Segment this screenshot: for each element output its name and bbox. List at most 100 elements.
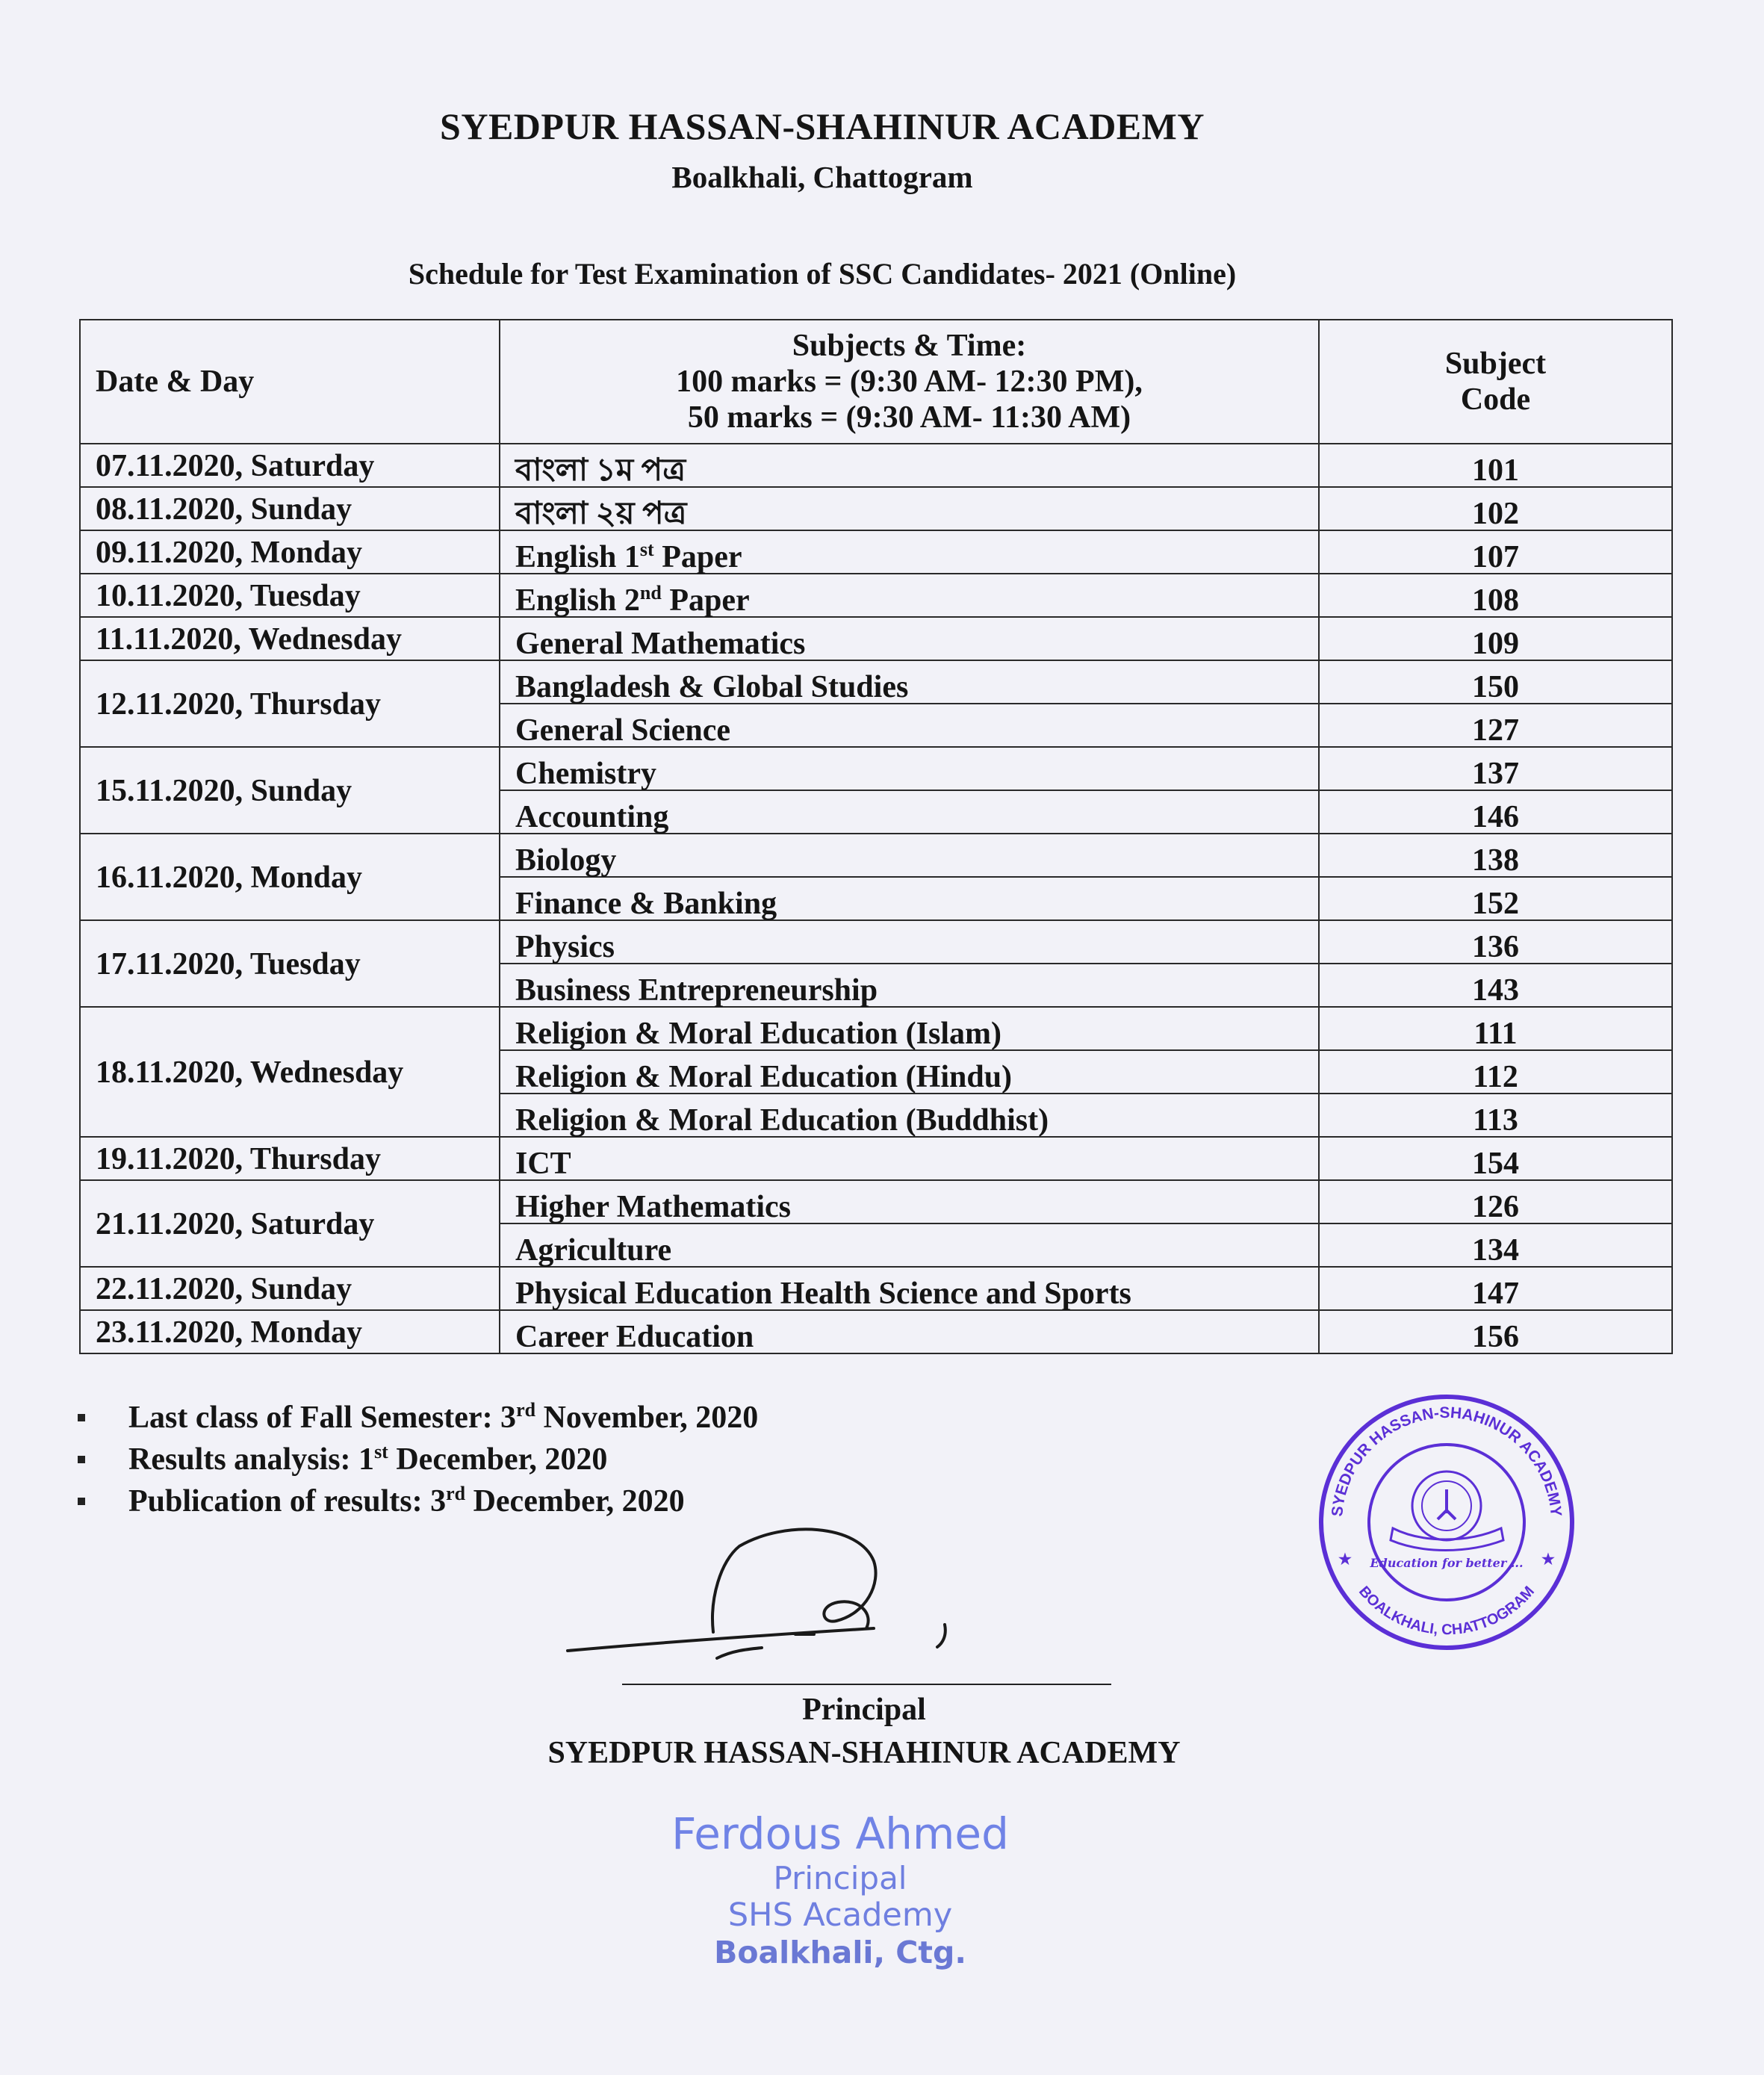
subject-code-cell: 107	[1318, 530, 1673, 574]
subject-name: বাংলা ১ম পত্র	[515, 453, 686, 488]
subject-code-cell: 147	[1318, 1266, 1673, 1311]
table-row: 19.11.2020, Thursday ICT 154	[79, 1136, 1673, 1181]
subject-cell: English 2nd Paper	[499, 573, 1320, 618]
torch-icon	[1436, 1489, 1457, 1521]
bullet-icon	[78, 1498, 85, 1505]
note-item: Last class of Fall Semester: 3rd Novembe…	[78, 1397, 758, 1439]
subject-code-cell: 127	[1318, 703, 1673, 748]
table-row: Religion & Moral Education (Hindu) 112	[80, 1049, 1673, 1094]
document-subtitle: Boalkhali, Chattogram	[671, 160, 973, 194]
header-line: Subject	[1444, 346, 1547, 381]
subject-name: Physical Education Health Science and Sp…	[515, 1277, 1131, 1311]
date-cell: 11.11.2020, Wednesday	[79, 616, 500, 661]
subject-cell: Religion & Moral Education (Hindu)	[499, 1049, 1320, 1094]
subject-name: Accounting	[515, 800, 669, 834]
subject-name: Business Entrepreneurship	[515, 973, 878, 1008]
subject-code-cell: 152	[1318, 876, 1673, 921]
document-title: SYEDPUR HASSAN-SHAHINUR ACADEMY	[440, 105, 1205, 147]
subject-code-cell: 134	[1318, 1223, 1673, 1268]
principal-signature	[566, 1527, 947, 1660]
date-cell: 21.11.2020, Saturday	[79, 1179, 500, 1268]
date-cell: 12.11.2020, Thursday	[79, 660, 500, 748]
note-text-after: November, 2020	[535, 1401, 759, 1435]
subject-cell: Career Education	[499, 1309, 1320, 1354]
name-stamp-role: Principal	[773, 1860, 907, 1896]
table-body: 07.11.2020, Saturday বাংলা ১ম পত্র 101 08.1…	[79, 443, 1673, 1354]
subject-name: English 2	[515, 583, 640, 618]
subject-cell: ICT	[499, 1136, 1320, 1181]
table-row: 12.11.2020, Thursday Bangladesh & Global …	[79, 660, 1673, 748]
academy-seal: SYEDPUR HASSAN-SHAHINUR ACADEMY BOALKHAL…	[1319, 1395, 1574, 1650]
subject-code-cell: 102	[1318, 486, 1673, 531]
subject-name-suffix: Paper	[653, 540, 742, 574]
subject-code-cell: 136	[1318, 919, 1673, 964]
subject-code-cell: 101	[1318, 443, 1673, 488]
notes-list: Last class of Fall Semester: 3rd Novembe…	[78, 1397, 758, 1522]
header-line: 50 marks = (9:30 AM- 11:30 AM)	[687, 400, 1131, 435]
note-superscript: st	[374, 1441, 388, 1463]
signature-line	[622, 1684, 1111, 1685]
note-superscript: rd	[516, 1399, 536, 1421]
header-subject-code: Subject Code	[1318, 319, 1673, 444]
bullet-icon	[78, 1456, 85, 1463]
header-date-day: Date & Day	[79, 319, 500, 444]
table-header-row: Date & Day Subjects & Time: 100 marks = …	[79, 319, 1673, 444]
table-row: 07.11.2020, Saturday বাংলা ১ম পত্র 101	[79, 443, 1673, 488]
table-row: 21.11.2020, Saturday Higher Mathematics 12…	[79, 1179, 1673, 1268]
table-row: General Science 127	[80, 703, 1673, 748]
note-text-before: Last class of Fall Semester: 3	[128, 1401, 517, 1435]
subject-name-suffix: Paper	[661, 583, 750, 618]
seal-inner-text: Education for better ...	[1369, 1556, 1523, 1570]
subject-cell: Accounting	[499, 790, 1320, 834]
table-row: Accounting 146	[80, 790, 1673, 834]
star-icon: ★	[1541, 1551, 1555, 1568]
bullet-icon	[78, 1414, 85, 1421]
subject-cell: বাংলা ২য় পত্র	[499, 486, 1320, 531]
date-cell: 15.11.2020, Sunday	[79, 746, 500, 834]
table-row: 09.11.2020, Monday English 1st Paper 107	[79, 530, 1673, 574]
note-text: Last class of Fall Semester: 3rd Novembe…	[128, 1400, 758, 1436]
subject-code-cell: 112	[1318, 1049, 1673, 1094]
subject-code-cell: 150	[1318, 660, 1673, 704]
date-cell: 17.11.2020, Tuesday	[79, 919, 500, 1008]
subject-code-cell: 154	[1318, 1136, 1673, 1181]
subject-name: Bangladesh & Global Studies	[515, 670, 909, 704]
subject-name: Physics	[515, 930, 615, 964]
note-superscript: rd	[446, 1483, 466, 1504]
table-row: Religion & Moral Education (Buddhist) 113	[80, 1093, 1673, 1138]
subject-name: Finance & Banking	[515, 887, 777, 921]
subject-name: Career Education	[515, 1320, 754, 1354]
subject-code-cell: 146	[1318, 790, 1673, 834]
subject-cell: Bangladesh & Global Studies	[499, 660, 1320, 704]
signature-role: Principal	[802, 1693, 926, 1727]
subject-name: Religion & Moral Education (Islam)	[515, 1017, 1001, 1051]
subject-code-cell: 108	[1318, 573, 1673, 618]
subject-code-cell: 111	[1318, 1006, 1673, 1051]
subject-name: Biology	[515, 843, 617, 878]
subject-code-cell: 138	[1318, 833, 1673, 878]
table-row: Agriculture 134	[80, 1223, 1673, 1268]
note-text: Results analysis: 1st December, 2020	[128, 1442, 607, 1477]
note-item: Publication of results: 3rd December, 20…	[78, 1480, 758, 1522]
star-icon: ★	[1338, 1551, 1352, 1568]
subject-name: General Science	[515, 713, 731, 748]
subject-name: Higher Mathematics	[515, 1190, 791, 1224]
schedule-table: Date & Day Subjects & Time: 100 marks = …	[79, 319, 1673, 1354]
subject-cell: General Science	[499, 703, 1320, 748]
name-stamp-org: SHS Academy	[727, 1896, 953, 1934]
table-row: 11.11.2020, Wednesday General Mathematics…	[79, 616, 1673, 661]
schedule-heading: Schedule for Test Examination of SSC Can…	[408, 257, 1237, 291]
subject-code-cell: 137	[1318, 746, 1673, 791]
note-text-before: Results analysis: 1	[128, 1442, 375, 1477]
subject-code-cell: 109	[1318, 616, 1673, 661]
subject-name: Religion & Moral Education (Buddhist)	[515, 1103, 1049, 1138]
date-cell: 10.11.2020, Tuesday	[79, 573, 500, 618]
subject-name: Religion & Moral Education (Hindu)	[515, 1060, 1013, 1094]
table-row: Finance & Banking 152	[80, 876, 1673, 921]
note-text-before: Publication of results: 3	[128, 1484, 447, 1519]
name-stamp-place: Boalkhali, Ctg.	[714, 1935, 966, 1970]
subject-cell: Finance & Banking	[499, 876, 1320, 921]
table-row: 10.11.2020, Tuesday English 2nd Paper 108	[79, 573, 1673, 618]
date-cell: 18.11.2020, Wednesday	[79, 1006, 500, 1138]
subject-cell: Religion & Moral Education (Islam)	[499, 1006, 1320, 1051]
